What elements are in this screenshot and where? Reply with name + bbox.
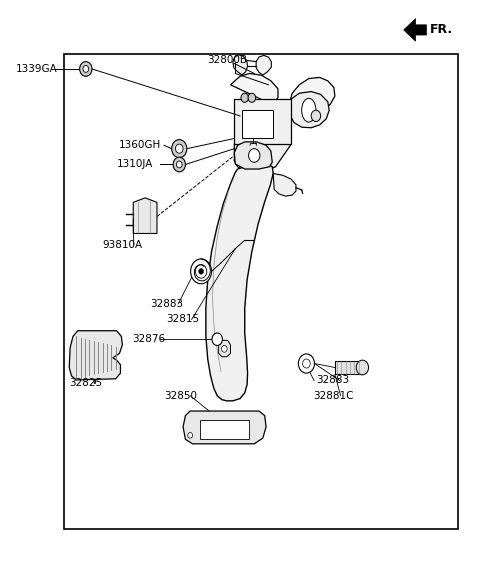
- Text: 32876: 32876: [132, 334, 165, 344]
- Circle shape: [173, 157, 185, 172]
- Bar: [234, 99, 291, 144]
- Circle shape: [248, 93, 256, 102]
- Circle shape: [172, 140, 187, 158]
- Text: 1360GH: 1360GH: [119, 140, 161, 150]
- Polygon shape: [234, 144, 291, 170]
- Text: FR.: FR.: [430, 23, 453, 37]
- Text: 1310JA: 1310JA: [117, 159, 153, 170]
- Bar: [64, 54, 458, 529]
- Circle shape: [199, 268, 204, 274]
- Circle shape: [311, 110, 321, 122]
- Circle shape: [195, 264, 207, 278]
- Circle shape: [356, 360, 369, 375]
- Polygon shape: [273, 174, 296, 196]
- Bar: [200, 420, 250, 439]
- Circle shape: [212, 333, 222, 345]
- Polygon shape: [219, 340, 230, 357]
- Bar: [242, 110, 273, 139]
- Polygon shape: [230, 74, 335, 117]
- Text: 93810A: 93810A: [102, 240, 143, 250]
- Circle shape: [241, 93, 249, 102]
- Text: 1339GA: 1339GA: [16, 64, 58, 74]
- Text: 32815: 32815: [167, 315, 200, 324]
- Polygon shape: [69, 331, 122, 380]
- Circle shape: [191, 259, 212, 284]
- Circle shape: [249, 148, 260, 162]
- Ellipse shape: [301, 98, 316, 122]
- Circle shape: [177, 161, 182, 168]
- Circle shape: [299, 354, 314, 373]
- Polygon shape: [256, 55, 271, 75]
- Text: 32883: 32883: [150, 299, 183, 308]
- Text: 32850: 32850: [164, 391, 197, 401]
- Circle shape: [80, 62, 92, 77]
- Polygon shape: [133, 198, 157, 234]
- Text: 32883: 32883: [316, 376, 349, 385]
- Circle shape: [188, 432, 192, 438]
- Polygon shape: [206, 163, 273, 401]
- Circle shape: [176, 144, 183, 153]
- Polygon shape: [233, 55, 248, 75]
- Bar: [335, 361, 362, 374]
- Polygon shape: [183, 411, 266, 444]
- Polygon shape: [404, 19, 426, 41]
- Circle shape: [302, 359, 310, 368]
- Text: 32800B: 32800B: [207, 55, 247, 66]
- Polygon shape: [290, 91, 329, 128]
- Text: 32881C: 32881C: [313, 391, 354, 401]
- Text: 32825: 32825: [69, 378, 102, 388]
- Polygon shape: [234, 142, 272, 169]
- Circle shape: [221, 345, 227, 352]
- Circle shape: [83, 66, 89, 73]
